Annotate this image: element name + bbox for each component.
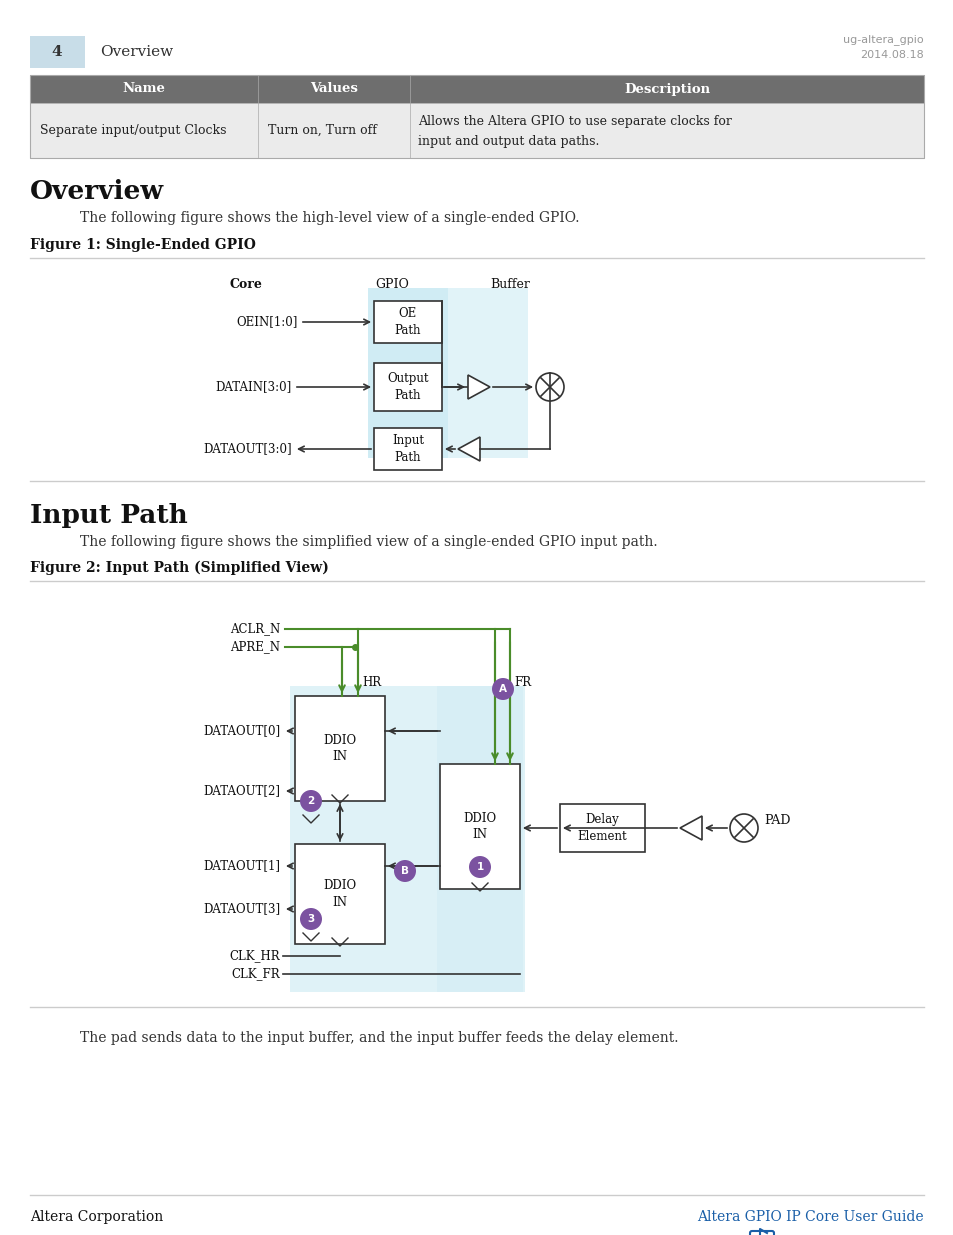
Text: Name: Name [122, 83, 165, 95]
Circle shape [469, 856, 491, 878]
Text: 1: 1 [476, 862, 483, 872]
Text: ACLR_N: ACLR_N [230, 622, 280, 636]
Text: DDIO
IN: DDIO IN [323, 734, 356, 763]
Text: Altera Corporation: Altera Corporation [30, 1210, 163, 1224]
Text: CLK_FR: CLK_FR [232, 967, 280, 981]
Polygon shape [468, 375, 490, 399]
Text: DDIO
IN: DDIO IN [463, 811, 497, 841]
Text: ug-altera_gpio: ug-altera_gpio [842, 35, 923, 46]
Text: Overview: Overview [30, 179, 164, 204]
Text: Input Path: Input Path [30, 503, 188, 529]
FancyBboxPatch shape [374, 429, 441, 471]
Text: Description: Description [623, 83, 709, 95]
FancyBboxPatch shape [294, 697, 385, 802]
Text: 2: 2 [307, 797, 314, 806]
Text: CLK_HR: CLK_HR [229, 950, 280, 962]
Text: The pad sends data to the input buffer, and the input buffer feeds the delay ele: The pad sends data to the input buffer, … [80, 1031, 678, 1045]
Text: DDIO
IN: DDIO IN [323, 879, 356, 909]
Text: DATAOUT[3:0]: DATAOUT[3:0] [203, 442, 292, 456]
Text: DATAOUT[2]: DATAOUT[2] [203, 784, 280, 798]
Polygon shape [679, 816, 701, 840]
FancyBboxPatch shape [30, 36, 85, 68]
Text: DATAIN[3:0]: DATAIN[3:0] [215, 380, 292, 394]
Circle shape [536, 373, 563, 401]
Circle shape [299, 908, 322, 930]
FancyBboxPatch shape [290, 685, 524, 992]
Text: Altera GPIO IP Core User Guide: Altera GPIO IP Core User Guide [697, 1210, 923, 1224]
FancyBboxPatch shape [559, 804, 644, 852]
FancyBboxPatch shape [30, 75, 923, 103]
Text: 3: 3 [307, 914, 314, 924]
Text: Figure 2: Input Path (Simplified View): Figure 2: Input Path (Simplified View) [30, 561, 329, 576]
Text: Allows the Altera GPIO to use separate clocks for: Allows the Altera GPIO to use separate c… [417, 115, 731, 127]
Text: PAD: PAD [763, 814, 790, 827]
Text: Separate input/output Clocks: Separate input/output Clocks [40, 124, 226, 137]
FancyBboxPatch shape [30, 103, 923, 158]
Text: The following figure shows the simplified view of a single-ended GPIO input path: The following figure shows the simplifie… [80, 535, 657, 550]
Text: Overview: Overview [100, 44, 172, 59]
Polygon shape [457, 437, 479, 461]
Text: 2014.08.18: 2014.08.18 [860, 49, 923, 61]
Text: 4: 4 [51, 44, 62, 59]
Circle shape [394, 860, 416, 882]
Text: OEIN[1:0]: OEIN[1:0] [236, 315, 297, 329]
FancyBboxPatch shape [368, 288, 448, 458]
Text: Core: Core [230, 278, 263, 291]
Text: Figure 1: Single-Ended GPIO: Figure 1: Single-Ended GPIO [30, 238, 255, 252]
FancyBboxPatch shape [436, 685, 522, 992]
Text: Input
Path: Input Path [392, 433, 423, 464]
FancyBboxPatch shape [448, 288, 527, 458]
Text: Delay
Element: Delay Element [578, 813, 627, 844]
Text: HR: HR [361, 676, 381, 688]
FancyBboxPatch shape [374, 363, 441, 411]
Text: Values: Values [310, 83, 357, 95]
Text: Turn on, Turn off: Turn on, Turn off [268, 124, 376, 137]
FancyBboxPatch shape [439, 764, 519, 889]
Circle shape [729, 814, 758, 842]
Text: OE
Path: OE Path [395, 308, 421, 337]
Circle shape [492, 678, 514, 700]
Bar [30, 75, 923, 158]
Text: Buffer: Buffer [490, 278, 529, 291]
FancyBboxPatch shape [294, 844, 385, 944]
Text: DATAOUT[1]: DATAOUT[1] [203, 860, 280, 872]
Text: The following figure shows the high-level view of a single-ended GPIO.: The following figure shows the high-leve… [80, 211, 578, 225]
Text: DATAOUT[0]: DATAOUT[0] [203, 725, 280, 737]
Text: B: B [400, 866, 409, 876]
Text: FR: FR [514, 676, 531, 688]
Text: GPIO: GPIO [375, 278, 409, 291]
Text: Output
Path: Output Path [387, 372, 428, 403]
Text: A: A [498, 684, 506, 694]
Text: DATAOUT[3]: DATAOUT[3] [203, 903, 280, 915]
Text: input and output data paths.: input and output data paths. [417, 135, 598, 147]
Text: APRE_N: APRE_N [230, 641, 280, 653]
Circle shape [299, 790, 322, 811]
FancyBboxPatch shape [374, 301, 441, 343]
